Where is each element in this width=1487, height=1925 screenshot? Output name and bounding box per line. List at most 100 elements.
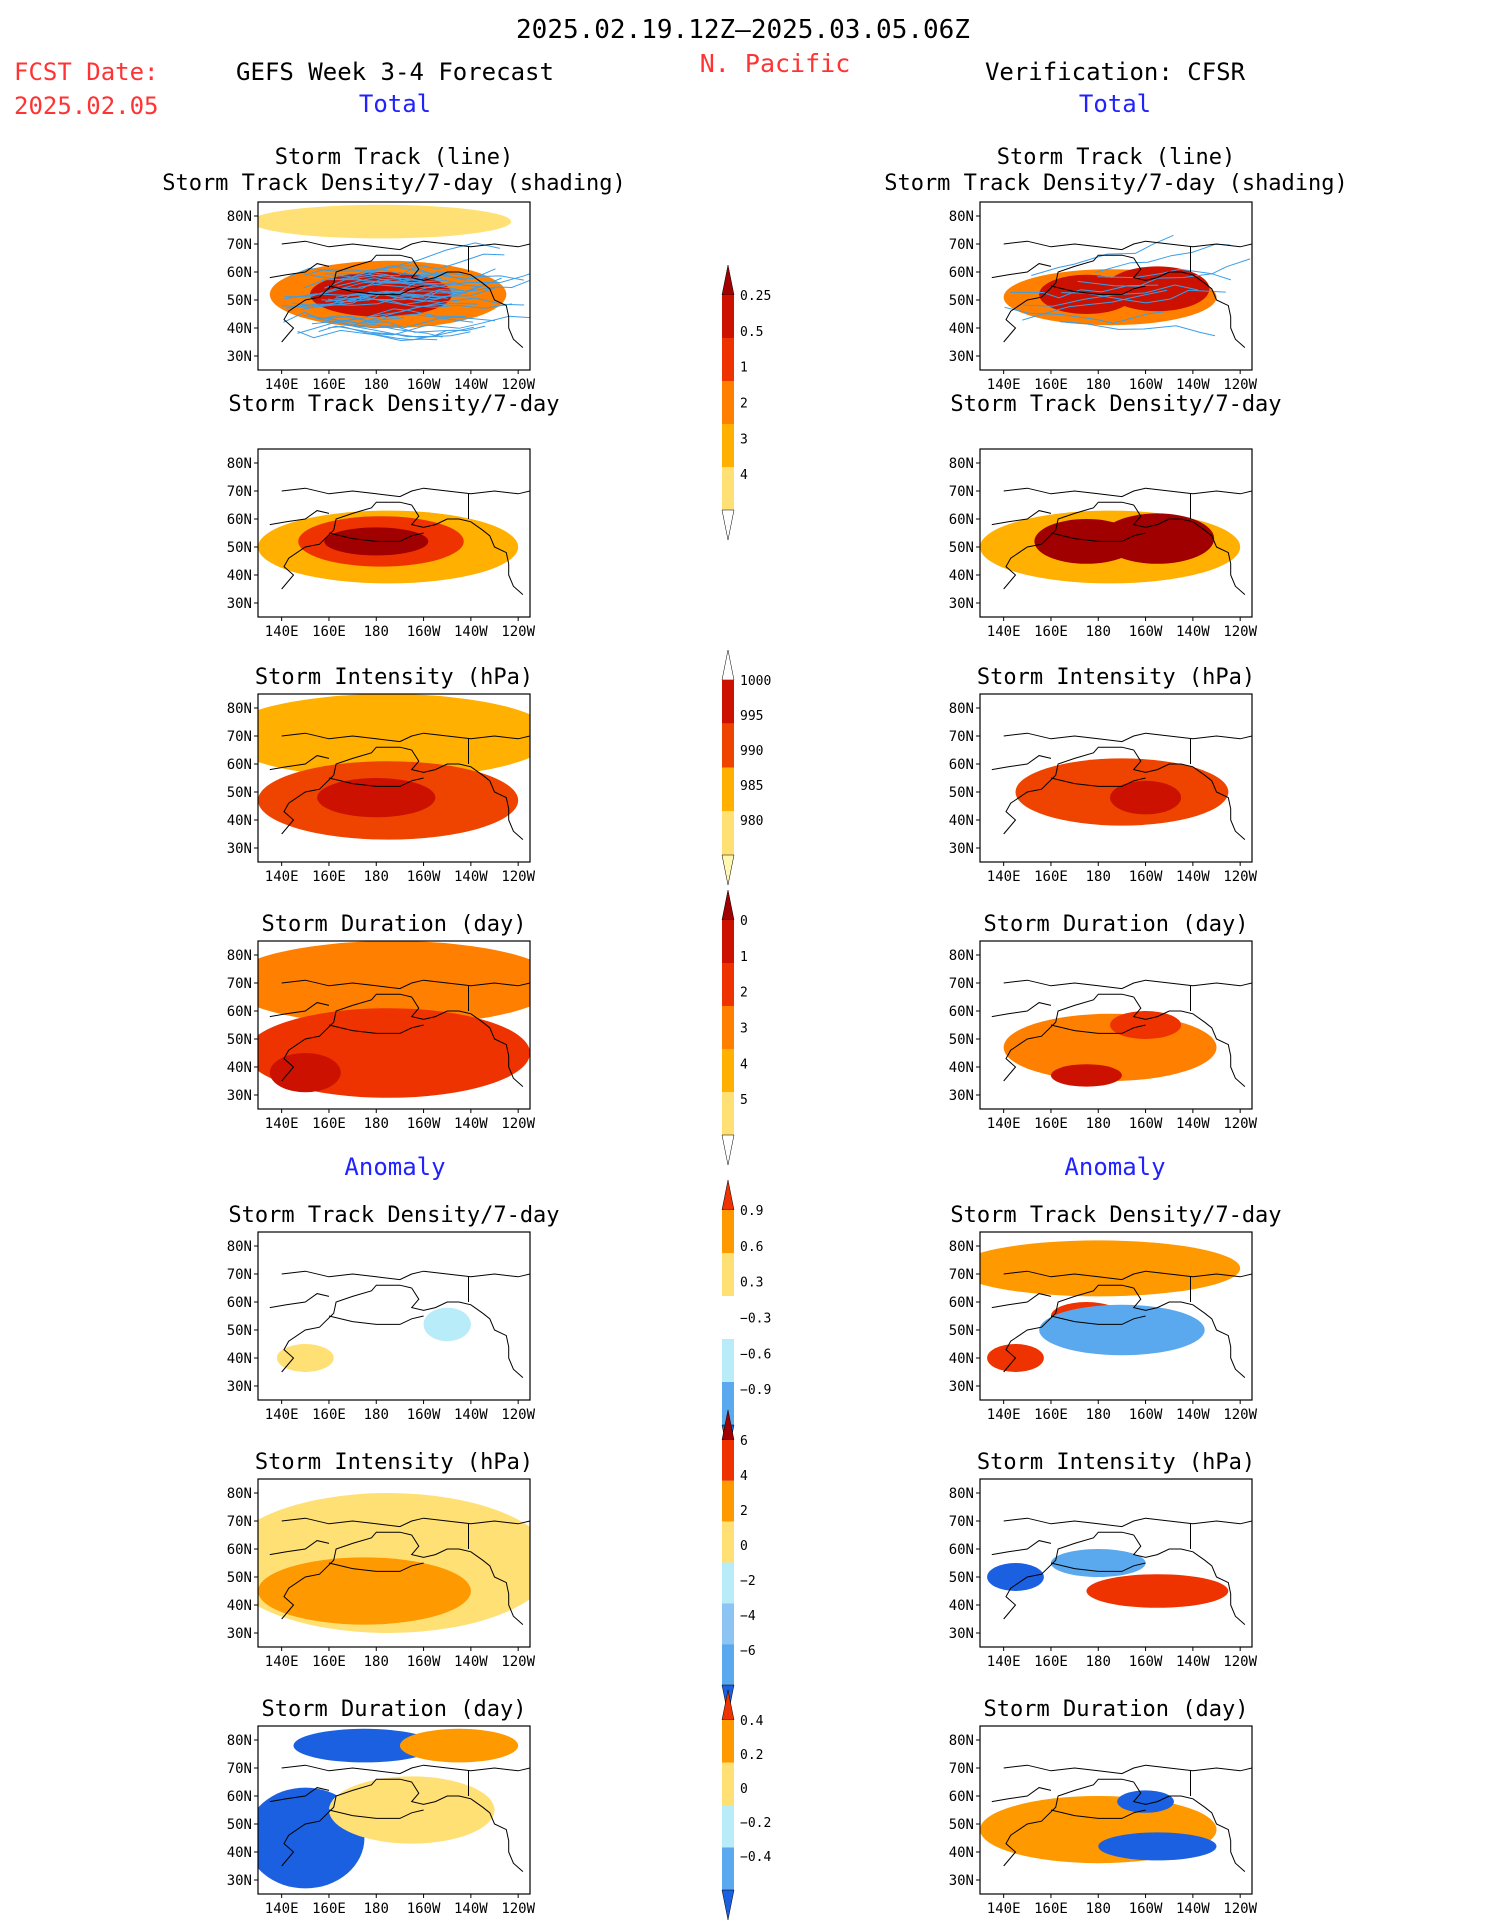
shading-region (399, 1728, 519, 1763)
left-total-label: Total (359, 90, 431, 118)
y-tick-label: 70N (949, 237, 974, 253)
shading-region (1100, 513, 1215, 564)
map-panel-fcst-total-intensity: Storm Intensity (hPa) 140E 160E 180 160W 140W… (227, 665, 536, 885)
y-tick-label: 60N (227, 1789, 252, 1805)
coastline (281, 1531, 412, 1620)
map-panel-cfsr-total-intensity: Storm Intensity (hPa) 140E 160E 180 160W 140W… (949, 665, 1258, 885)
y-tick-label: 40N (227, 813, 252, 829)
fcst-date-label: FCST Date: (14, 58, 159, 86)
x-tick-label: 120W (501, 1407, 535, 1423)
coastline (1132, 257, 1246, 348)
x-tick-label: 180 (1086, 1654, 1111, 1670)
panel-subtitle: Storm Track Density/7-day (shading) (884, 171, 1348, 196)
y-tick-label: 30N (949, 1626, 974, 1642)
y-tick-label: 40N (949, 1845, 974, 1861)
colorbars-layer: 0.250.5123410009959909859800123450.90.60… (721, 264, 771, 1921)
colorbar-bottom-tip (721, 509, 735, 541)
colorbar-density: 0.25 0.5 1 2 3 4 (721, 264, 771, 541)
storm-track-line (309, 273, 442, 282)
colorbar-label: 2 (740, 986, 748, 1001)
coastline (328, 285, 424, 295)
coastline (281, 993, 412, 1082)
coastline (1003, 979, 1252, 990)
coastline (328, 1315, 424, 1325)
coastline (991, 510, 1052, 526)
coastline (410, 1781, 524, 1872)
panel-plot-area (258, 449, 530, 617)
x-tick-label: 160E (312, 1116, 346, 1132)
colorbar-segment (722, 424, 734, 467)
coastline (991, 1002, 1052, 1018)
right-column-title: Verification: CFSR (985, 58, 1246, 86)
x-tick-label: 140W (1176, 869, 1210, 885)
x-tick-label: 140W (454, 1407, 488, 1423)
x-tick-label: 120W (1223, 1901, 1257, 1917)
panel-title: Storm Track (line) (275, 145, 513, 170)
shading-region (1086, 1574, 1229, 1608)
x-tick-label: 140W (454, 377, 488, 393)
x-tick-label: 180 (364, 1901, 389, 1917)
x-tick-label: 160E (1034, 869, 1068, 885)
map-panel-cfsr-total-track: Storm Track (line)Storm Track Density/7-… (884, 145, 1348, 393)
y-tick-label: 80N (949, 209, 974, 225)
storm-track-line (304, 269, 467, 283)
x-tick-label: 120W (501, 377, 535, 393)
y-tick-label: 40N (227, 1351, 252, 1367)
coastline (410, 749, 524, 840)
y-tick-label: 70N (227, 484, 252, 500)
panel-plot-area (258, 202, 530, 370)
y-tick-label: 60N (227, 265, 252, 281)
panel-frame (257, 448, 531, 618)
map-panel-cfsr-total-density: Storm Track Density/7-day 140E 160E 180 160W… (949, 392, 1282, 640)
storm-track-line (336, 277, 502, 288)
x-tick-label: 160W (1129, 624, 1163, 640)
colorbar-label: −0.9 (740, 1383, 771, 1398)
y-tick-label: 30N (949, 1088, 974, 1104)
y-tick-label: 70N (949, 484, 974, 500)
panel-title: Storm Duration (day) (984, 912, 1249, 937)
x-tick-label: 140E (987, 1901, 1021, 1917)
y-tick-label: 50N (949, 1032, 974, 1048)
panel-frame (257, 201, 531, 371)
coastline (1132, 1287, 1246, 1378)
panel-frame (257, 940, 531, 1110)
panel-frame (257, 1725, 531, 1895)
colorbar-segment (722, 1644, 734, 1685)
coastline (1050, 285, 1146, 295)
colorbar-label: 980 (740, 814, 763, 829)
x-tick-label: 160W (407, 1654, 441, 1670)
storm-track-line (303, 278, 462, 289)
y-tick-label: 50N (949, 1570, 974, 1586)
panel-plot-area (980, 1479, 1252, 1647)
storm-track-line (1060, 321, 1216, 337)
colorbar-top-tip (721, 649, 735, 681)
x-tick-label: 120W (1223, 1407, 1257, 1423)
x-tick-label: 160E (1034, 1116, 1068, 1132)
x-tick-label: 140E (265, 1407, 299, 1423)
colorbar-label: −0.2 (740, 1816, 771, 1831)
coastline (281, 501, 412, 590)
y-tick-label: 80N (227, 948, 252, 964)
y-tick-label: 40N (227, 568, 252, 584)
panel-frame (257, 1231, 531, 1401)
panel-plot-area (258, 1232, 530, 1400)
y-tick-label: 40N (227, 321, 252, 337)
colorbar-segment (722, 1382, 734, 1425)
x-tick-label: 160W (407, 1116, 441, 1132)
y-tick-label: 30N (227, 349, 252, 365)
panel-plot-area (980, 202, 1252, 370)
storm-track-line (318, 325, 471, 338)
coastline (1132, 1534, 1246, 1625)
y-tick-label: 70N (949, 976, 974, 992)
y-tick-label: 80N (949, 1733, 974, 1749)
coastline (281, 1284, 412, 1373)
x-tick-label: 160E (1034, 624, 1068, 640)
x-tick-label: 160W (407, 1407, 441, 1423)
x-tick-label: 140E (987, 1116, 1021, 1132)
coastline (1003, 1284, 1134, 1373)
colorbar-segment (722, 338, 734, 381)
y-tick-label: 70N (949, 1514, 974, 1530)
x-tick-label: 140E (265, 869, 299, 885)
colorbar-label: −0.4 (740, 1850, 771, 1865)
